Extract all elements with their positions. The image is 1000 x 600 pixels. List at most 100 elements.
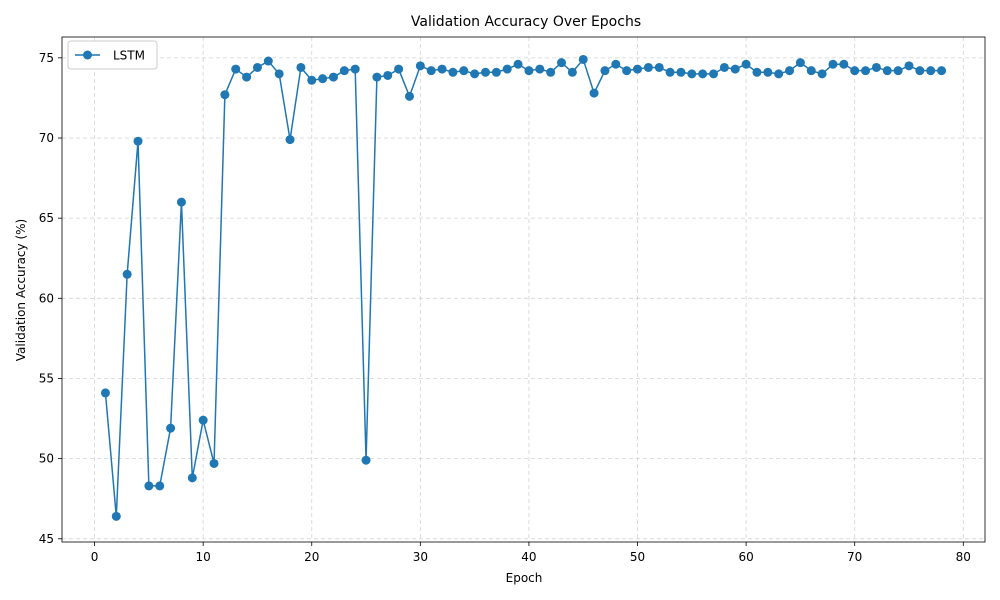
data-point bbox=[328, 72, 338, 82]
data-point bbox=[785, 66, 795, 76]
x-tick-label: 10 bbox=[196, 550, 211, 564]
data-point bbox=[752, 67, 762, 77]
data-point bbox=[611, 59, 621, 69]
data-point bbox=[448, 67, 458, 77]
y-tick-label: 45 bbox=[39, 532, 54, 546]
x-tick-label: 30 bbox=[413, 550, 428, 564]
data-point bbox=[176, 197, 186, 207]
data-point bbox=[698, 69, 708, 79]
grid bbox=[62, 37, 985, 542]
data-point bbox=[839, 59, 849, 69]
data-point bbox=[904, 61, 914, 71]
y-tick-label: 75 bbox=[39, 51, 54, 65]
data-point bbox=[122, 269, 132, 279]
data-point bbox=[437, 64, 447, 74]
data-point bbox=[372, 72, 382, 82]
x-tick-label: 40 bbox=[521, 550, 536, 564]
data-point bbox=[361, 455, 371, 465]
legend-marker-swatch bbox=[83, 50, 92, 60]
data-point bbox=[231, 64, 241, 74]
data-point bbox=[893, 66, 903, 76]
data-point bbox=[491, 67, 501, 77]
data-point bbox=[274, 69, 284, 79]
data-point bbox=[719, 62, 729, 72]
data-point bbox=[795, 58, 805, 68]
y-tick-label: 55 bbox=[39, 371, 54, 385]
data-point bbox=[709, 69, 719, 79]
data-point bbox=[654, 62, 664, 72]
data-point bbox=[242, 72, 252, 82]
data-point bbox=[307, 75, 317, 85]
data-point bbox=[730, 64, 740, 74]
data-point bbox=[263, 56, 273, 66]
data-point bbox=[850, 66, 860, 76]
data-point bbox=[187, 473, 197, 483]
data-point bbox=[426, 66, 436, 76]
data-point bbox=[404, 91, 414, 101]
data-point bbox=[687, 69, 697, 79]
x-axis-title: Epoch bbox=[506, 571, 543, 585]
x-tick-label: 80 bbox=[956, 550, 971, 564]
data-point bbox=[535, 64, 545, 74]
data-point bbox=[600, 66, 610, 76]
data-point bbox=[643, 62, 653, 72]
chart-title: Validation Accuracy Over Epochs bbox=[411, 14, 641, 30]
data-point bbox=[111, 511, 121, 521]
data-point bbox=[285, 135, 295, 145]
plot-frame bbox=[61, 36, 986, 543]
data-point bbox=[513, 59, 523, 69]
data-point bbox=[915, 66, 925, 76]
data-point bbox=[459, 66, 469, 76]
data-point bbox=[774, 69, 784, 79]
data-point bbox=[100, 388, 110, 398]
x-tick-label: 60 bbox=[738, 550, 753, 564]
data-point bbox=[567, 67, 577, 77]
data-point bbox=[318, 74, 328, 84]
data-point bbox=[480, 67, 490, 77]
y-axis-title: Validation Accuracy (%) bbox=[14, 219, 28, 361]
data-point bbox=[220, 90, 230, 100]
data-point bbox=[763, 67, 773, 77]
y-tick-label: 70 bbox=[39, 131, 54, 145]
data-point bbox=[394, 64, 404, 74]
data-point bbox=[350, 64, 360, 74]
axes: 0 10 20 30 40 50 60 70 80 45 50 55 60 65 70 75 bbox=[39, 36, 986, 564]
data-point bbox=[828, 59, 838, 69]
data-point bbox=[198, 415, 208, 425]
data-point bbox=[339, 66, 349, 76]
data-point bbox=[546, 67, 556, 77]
data-point bbox=[383, 70, 393, 80]
data-point bbox=[806, 66, 816, 76]
data-point bbox=[926, 66, 936, 76]
data-point bbox=[252, 62, 262, 72]
x-tick-label: 0 bbox=[91, 550, 99, 564]
y-tick-label: 50 bbox=[39, 452, 54, 466]
data-point bbox=[871, 62, 881, 72]
data-point bbox=[676, 67, 686, 77]
data-point bbox=[578, 54, 588, 64]
data-point bbox=[937, 66, 947, 76]
legend-label-lstm: LSTM bbox=[113, 49, 145, 63]
legend: LSTM bbox=[67, 40, 158, 70]
y-tick-label: 60 bbox=[39, 291, 54, 305]
data-point bbox=[633, 64, 643, 74]
x-tick-label: 70 bbox=[847, 550, 862, 564]
data-point bbox=[470, 69, 480, 79]
data-point bbox=[155, 481, 165, 491]
data-point bbox=[741, 59, 751, 69]
data-point bbox=[133, 136, 143, 146]
y-tick-label: 65 bbox=[39, 211, 54, 225]
data-point bbox=[589, 88, 599, 98]
data-point bbox=[502, 64, 512, 74]
data-point bbox=[296, 62, 306, 72]
data-point bbox=[166, 423, 176, 433]
data-point bbox=[415, 61, 425, 71]
x-tick-label: 50 bbox=[630, 550, 645, 564]
data-point bbox=[665, 67, 675, 77]
series-layer bbox=[100, 54, 947, 521]
data-point bbox=[524, 66, 534, 76]
data-point bbox=[209, 458, 219, 468]
data-point bbox=[144, 481, 154, 491]
